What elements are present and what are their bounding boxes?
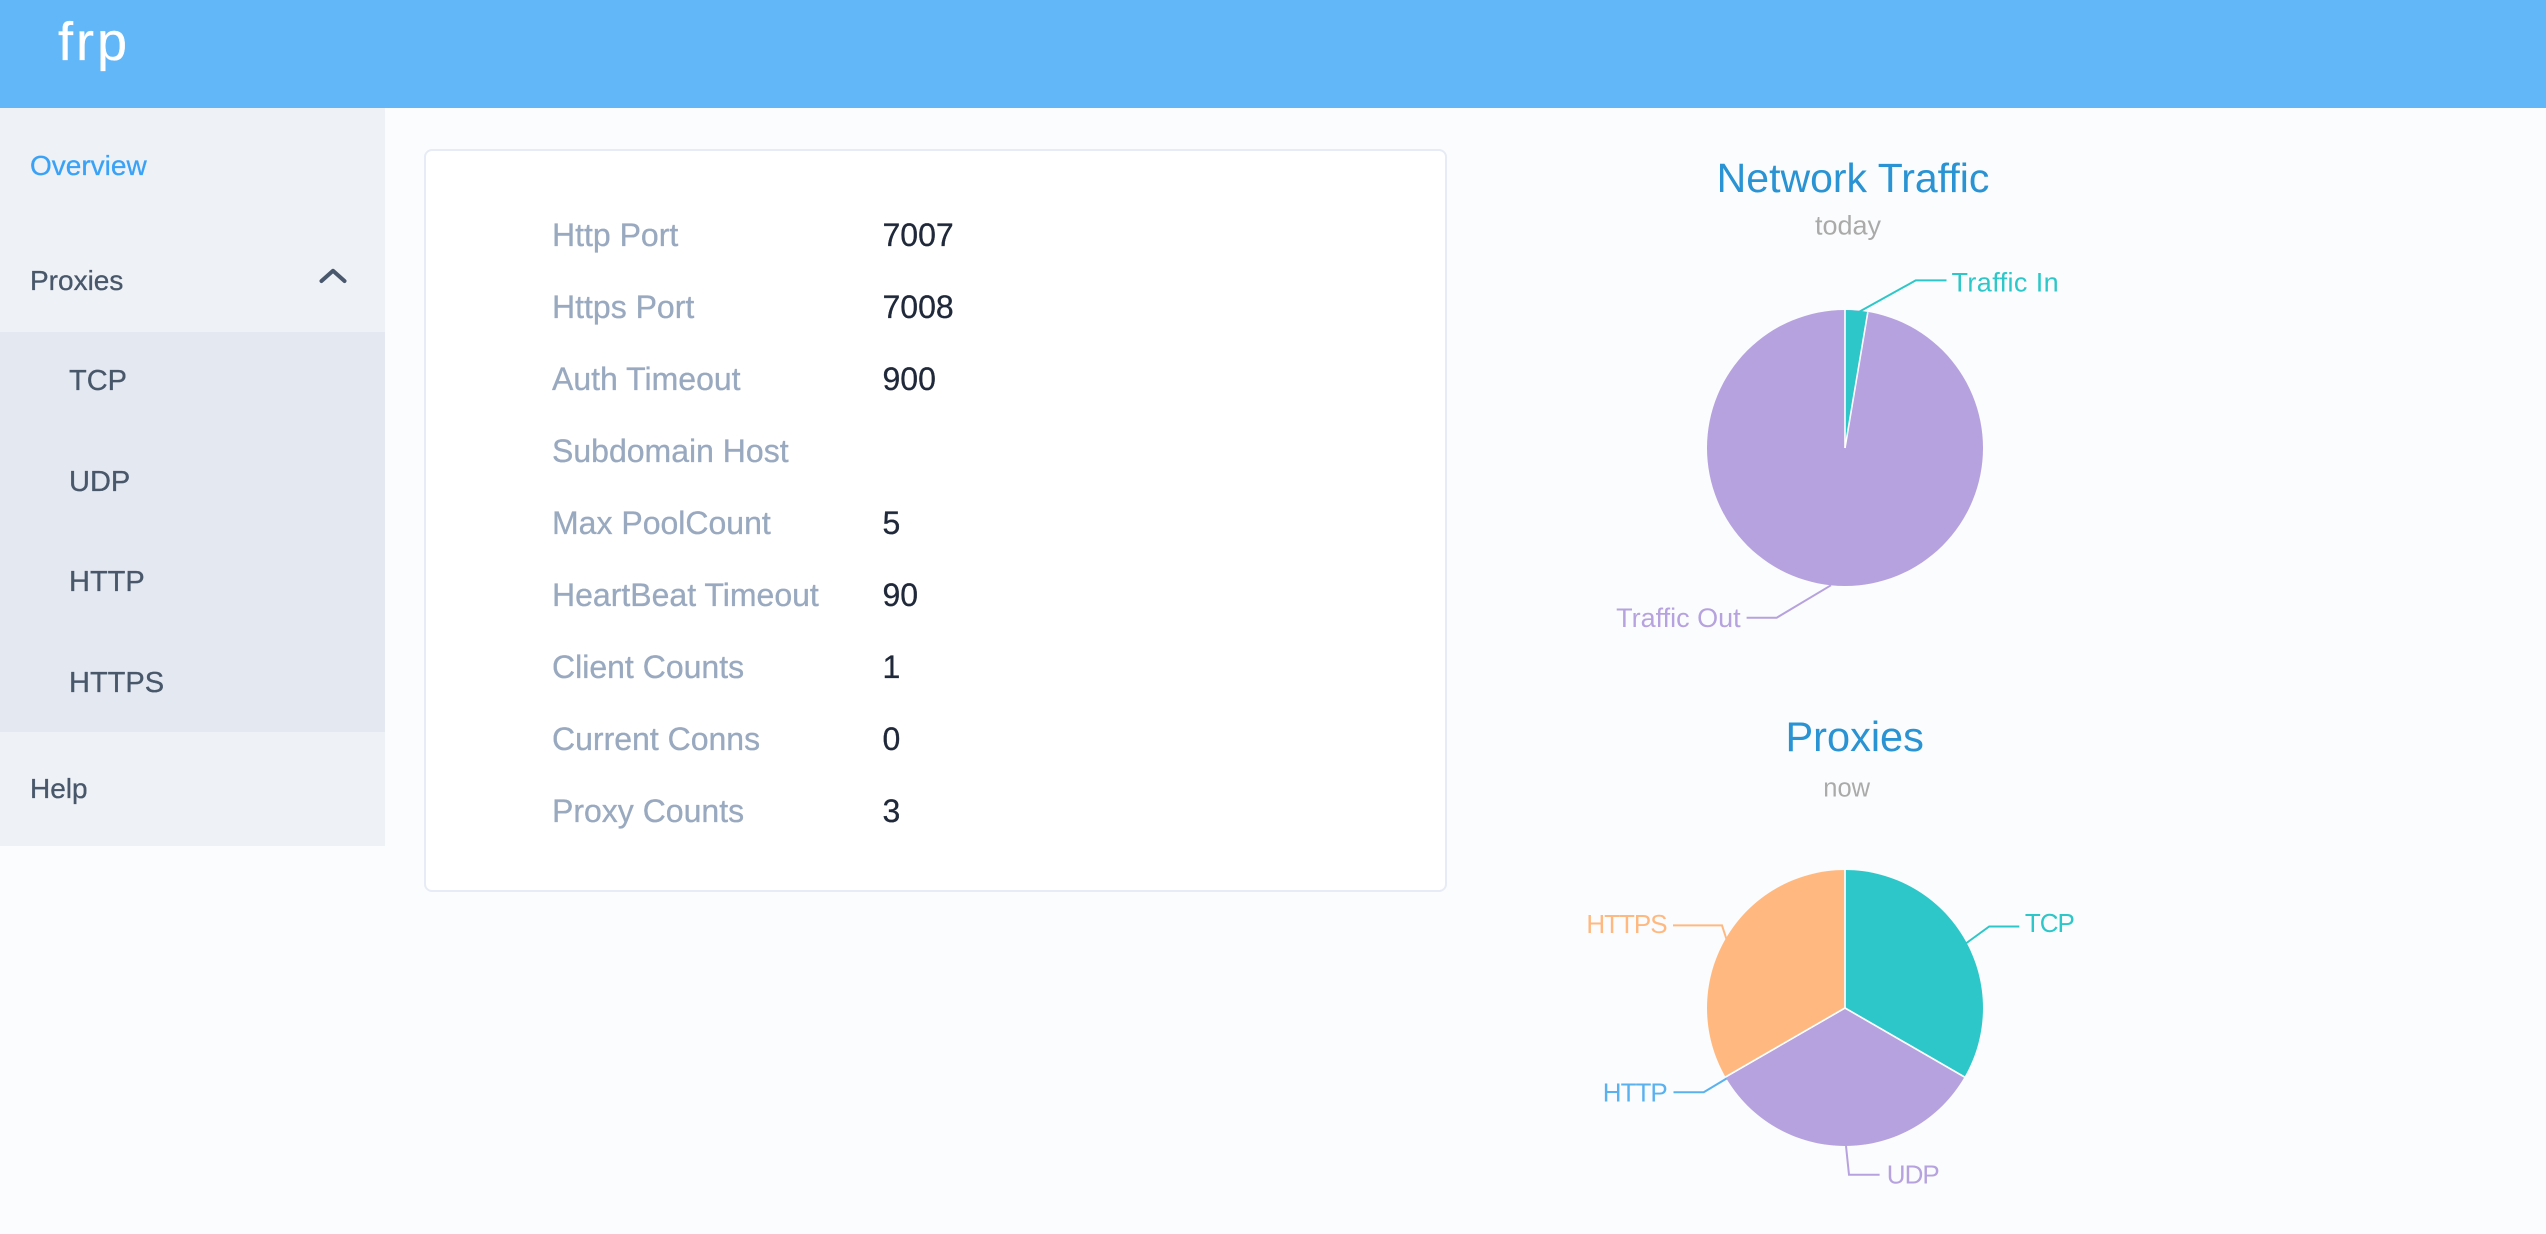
svg-text:TCP: TCP bbox=[2025, 908, 2074, 938]
svg-text:Traffic Out: Traffic Out bbox=[1616, 603, 1741, 633]
svg-text:HTTPS: HTTPS bbox=[1586, 909, 1667, 939]
svg-text:Traffic In: Traffic In bbox=[1952, 267, 2060, 297]
svg-text:Network Traffic: Network Traffic bbox=[1717, 155, 1990, 201]
svg-text:HTTP: HTTP bbox=[1603, 1077, 1667, 1107]
svg-text:now: now bbox=[1823, 774, 1870, 802]
svg-text:today: today bbox=[1815, 211, 1882, 241]
svg-text:UDP: UDP bbox=[1887, 1160, 1939, 1190]
svg-text:Proxies: Proxies bbox=[1786, 713, 1924, 760]
